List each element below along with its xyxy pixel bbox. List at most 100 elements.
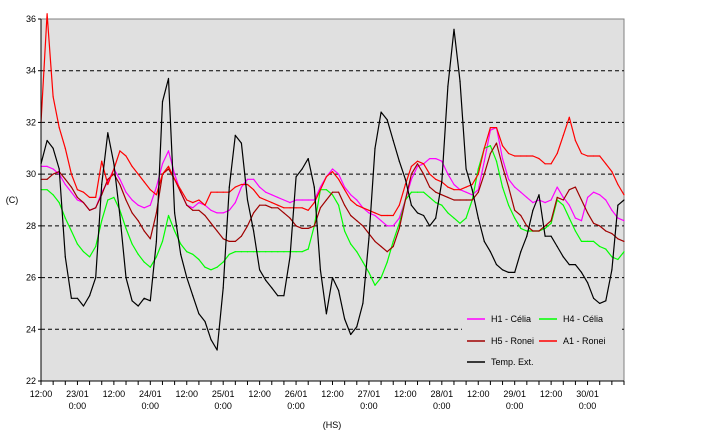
data-point-temp-ext-69 (459, 80, 461, 82)
data-point-h5-ronei-35 (253, 212, 255, 214)
data-point-a1-ronei-37 (265, 199, 267, 201)
data-point-h4-c-lia-11 (107, 199, 109, 201)
data-point-h4-c-lia-2 (52, 194, 54, 196)
data-point-a1-ronei-95 (617, 183, 619, 186)
data-point-h4-c-lia-20 (161, 240, 164, 242)
legend-label-temp-ext: Temp. Ext. (491, 357, 534, 367)
y-tick-label-0: 22 (26, 376, 36, 386)
data-point-h5-ronei-75 (495, 142, 498, 144)
data-point-h4-c-lia-4 (64, 217, 66, 219)
data-point-temp-ext-59 (398, 160, 400, 162)
data-point-h4-c-lia-25 (192, 253, 194, 255)
data-point-a1-ronei-67 (447, 186, 449, 188)
data-point-temp-ext-76 (501, 269, 504, 271)
data-point-h1-c-lia-88 (574, 217, 577, 219)
data-point-a1-ronei-14 (125, 155, 127, 157)
data-point-h5-ronei-9 (95, 207, 97, 209)
data-point-h1-c-lia-19 (155, 186, 157, 188)
data-point-h5-ronei-86 (562, 199, 564, 201)
data-point-h5-ronei-58 (392, 245, 394, 248)
data-point-temp-ext-17 (143, 297, 145, 299)
x-tick-label-2: 12:00 (103, 389, 126, 399)
data-point-h4-c-lia-6 (76, 243, 78, 245)
data-point-h4-c-lia-68 (453, 217, 455, 219)
x-tick-label-8: 12:00 (321, 389, 344, 399)
data-point-temp-ext-3 (58, 168, 60, 170)
data-point-a1-ronei-75 (495, 127, 498, 129)
data-point-a1-ronei-43 (301, 207, 303, 209)
data-point-h1-c-lia-81 (532, 202, 534, 204)
data-point-h5-ronei-32 (234, 240, 236, 242)
data-point-h1-c-lia-13 (119, 178, 121, 180)
data-point-temp-ext-8 (89, 295, 91, 297)
data-point-h5-ronei-56 (380, 245, 382, 248)
data-point-a1-ronei-27 (204, 204, 206, 206)
data-point-h4-c-lia-42 (295, 251, 297, 253)
data-point-h1-c-lia-96 (623, 220, 625, 222)
data-point-h5-ronei-21 (167, 168, 170, 170)
data-point-h4-c-lia-12 (113, 196, 115, 198)
y-tick-label-4: 30 (26, 169, 36, 179)
data-point-h1-c-lia-39 (277, 196, 279, 198)
data-point-h5-ronei-43 (301, 227, 303, 229)
data-point-h4-c-lia-80 (526, 230, 528, 232)
data-point-h4-c-lia-93 (605, 248, 607, 250)
data-point-h1-c-lia-34 (246, 178, 249, 180)
data-point-h4-c-lia-86 (562, 204, 564, 206)
data-point-temp-ext-31 (228, 186, 230, 188)
data-point-a1-ronei-1 (46, 13, 48, 15)
data-point-a1-ronei-6 (76, 189, 78, 191)
data-point-h4-c-lia-57 (386, 261, 388, 263)
data-point-h1-c-lia-45 (313, 199, 315, 201)
data-point-h5-ronei-14 (125, 199, 127, 201)
data-point-h5-ronei-4 (64, 178, 66, 180)
data-point-a1-ronei-3 (58, 127, 60, 129)
data-point-a1-ronei-57 (386, 214, 388, 217)
data-point-temp-ext-82 (538, 194, 540, 196)
data-point-a1-ronei-52 (356, 204, 358, 206)
data-point-h1-c-lia-83 (544, 202, 546, 204)
data-point-h4-c-lia-29 (216, 266, 218, 268)
data-point-temp-ext-47 (325, 313, 327, 315)
data-point-h4-c-lia-1 (46, 189, 48, 191)
data-point-h4-c-lia-76 (501, 186, 504, 188)
data-point-a1-ronei-41 (289, 207, 291, 209)
data-point-temp-ext-50 (344, 318, 346, 320)
data-point-h5-ronei-1 (46, 178, 48, 180)
data-point-h1-c-lia-57 (386, 225, 388, 227)
data-point-a1-ronei-76 (501, 145, 504, 147)
data-point-h5-ronei-37 (265, 204, 267, 206)
x-tick-label-5: 25/01 (212, 389, 235, 399)
data-point-h1-c-lia-61 (410, 178, 412, 180)
data-point-h1-c-lia-54 (368, 212, 370, 214)
legend: H1 - Célia H4 - Célia H5 - Ronei A1 - Ronei… (462, 309, 622, 375)
data-point-temp-ext-78 (514, 271, 516, 273)
data-point-h1-c-lia-18 (149, 204, 151, 206)
data-point-temp-ext-54 (368, 238, 370, 240)
data-point-a1-ronei-61 (410, 165, 412, 167)
data-point-h5-ronei-80 (526, 225, 528, 227)
data-point-h5-ronei-16 (137, 220, 139, 222)
data-point-h1-c-lia-71 (471, 194, 473, 196)
data-point-a1-ronei-92 (599, 155, 601, 157)
data-point-h4-c-lia-65 (435, 202, 437, 204)
data-point-h5-ronei-73 (483, 173, 485, 175)
data-point-h5-ronei-65 (435, 191, 437, 193)
data-point-temp-ext-39 (277, 295, 279, 297)
legend-label-h1-c-lia: H1 - Célia (491, 314, 531, 324)
data-point-h4-c-lia-92 (599, 245, 601, 248)
data-point-a1-ronei-64 (429, 173, 431, 175)
data-point-a1-ronei-62 (416, 160, 419, 162)
data-point-temp-ext-79 (520, 251, 522, 253)
data-point-a1-ronei-71 (471, 183, 473, 186)
data-point-h5-ronei-70 (465, 199, 467, 201)
data-point-temp-ext-11 (107, 132, 109, 134)
data-point-h5-ronei-57 (386, 251, 388, 253)
y-tick-label-5: 32 (26, 117, 36, 127)
data-point-temp-ext-35 (253, 230, 255, 232)
data-point-h1-c-lia-5 (70, 191, 72, 193)
data-point-a1-ronei-40 (283, 207, 285, 209)
data-point-h4-c-lia-37 (265, 251, 267, 253)
data-point-h1-c-lia-68 (453, 183, 455, 186)
data-point-a1-ronei-32 (234, 186, 236, 188)
